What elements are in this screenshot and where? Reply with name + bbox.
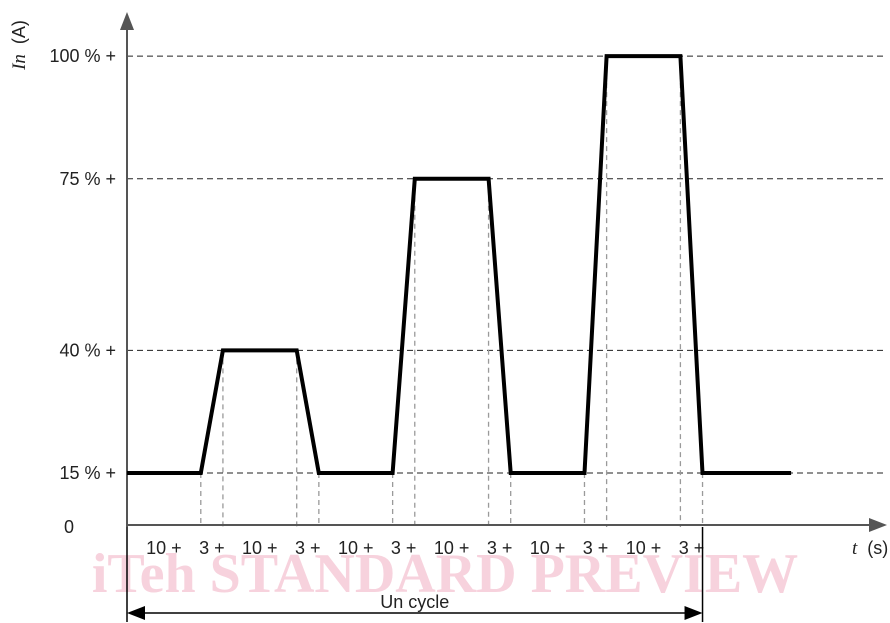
svg-text:In (A): In (A): [9, 20, 30, 71]
segment-label: 3 +: [391, 538, 417, 558]
segment-label: 3 +: [295, 538, 321, 558]
segment-label: 10 +: [530, 538, 566, 558]
y-tick-labels: 15 % + 40 % + 75 % + 100 % +: [49, 46, 116, 483]
y-axis-arrowhead: [120, 12, 134, 30]
y-tick-label: 100 % +: [49, 46, 116, 66]
x-axis-symbol: t: [852, 538, 858, 559]
segment-label: 10 +: [434, 538, 470, 558]
cycle-dimension: Un cycle: [126, 527, 704, 622]
segment-label: 3 +: [199, 538, 225, 558]
segment-duration-labels: 10 + 3 + 10 + 3 + 10 + 3 + 10 + 3 + 10 + 3 + 10 + 3…: [146, 538, 704, 558]
current-profile-series: [127, 54, 792, 475]
segment-label: 10 +: [146, 538, 182, 558]
x-axis-arrowhead: [869, 518, 887, 532]
segment-label: 3 +: [679, 538, 705, 558]
y-axis-symbol: In: [9, 54, 30, 71]
segment-label: 10 +: [626, 538, 662, 558]
x-axis-unit: (s): [867, 538, 888, 558]
watermark: iTeh STANDARD PREVIEW: [92, 543, 798, 605]
segment-label: 3 +: [487, 538, 513, 558]
segment-label: 10 +: [338, 538, 374, 558]
cycle-arrow-left: [127, 606, 145, 620]
cycle-label: Un cycle: [380, 592, 449, 612]
y-axis-unit: (A): [9, 20, 29, 44]
vertical-guide-lines: [200, 56, 704, 527]
segment-label: 3 +: [583, 538, 609, 558]
y-tick-label: 15 % +: [59, 463, 116, 483]
segment-label: 10 +: [242, 538, 278, 558]
cycle-arrow-right: [684, 606, 703, 620]
y-tick-label: 75 % +: [59, 169, 116, 189]
y-axis-title: In (A): [9, 20, 30, 71]
y-tick-label: 40 % +: [59, 340, 116, 360]
origin-label: 0: [64, 517, 74, 537]
x-axis-title: t (s): [852, 538, 888, 559]
